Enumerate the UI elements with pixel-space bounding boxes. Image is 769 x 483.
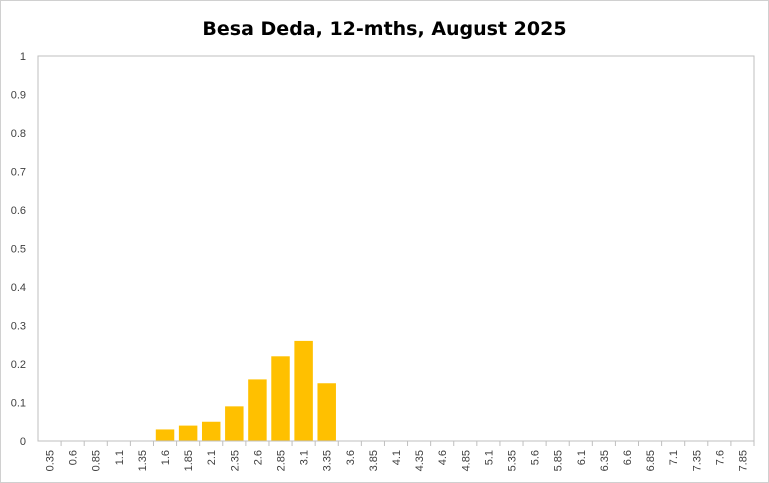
bar — [155, 429, 175, 441]
y-tick-label: 0.1 — [11, 398, 26, 410]
x-tick-label: 2.1 — [206, 450, 218, 465]
bar — [271, 356, 290, 441]
x-tick-label: 4.85 — [460, 450, 472, 471]
y-tick-label: 0.6 — [11, 205, 26, 217]
bar — [201, 421, 221, 441]
x-tick-label: 3.35 — [322, 450, 334, 471]
x-tick-label: 5.85 — [553, 450, 565, 471]
x-tick-label: 4.1 — [391, 450, 403, 465]
x-tick-label: 1.6 — [160, 450, 172, 465]
x-tick-label: 6.35 — [599, 450, 611, 471]
bar — [294, 340, 313, 441]
y-tick-label: 0.7 — [11, 167, 26, 179]
y-tick-label: 0.5 — [11, 244, 26, 256]
x-tick-label: 1.85 — [183, 450, 195, 471]
bar — [248, 379, 267, 441]
x-tick-label: 6.1 — [576, 450, 588, 465]
x-tick-label: 1.1 — [114, 450, 126, 465]
x-tick-label: 3.1 — [299, 450, 311, 465]
bar — [225, 406, 244, 441]
y-tick-label: 0.3 — [11, 321, 26, 333]
y-tick-label: 0.2 — [11, 359, 26, 371]
x-tick-label: 5.1 — [483, 450, 495, 465]
y-tick-label: 0.8 — [11, 128, 26, 140]
x-tick-label: 3.6 — [345, 450, 357, 465]
x-tick-label: 3.85 — [368, 450, 380, 471]
x-tick-label: 0.6 — [68, 450, 80, 465]
x-tick-label: 2.85 — [276, 450, 288, 471]
x-tick-label: 4.35 — [414, 450, 426, 471]
chart-title: Besa Deda, 12-mths, August 2025 — [202, 18, 567, 40]
bar — [317, 383, 336, 441]
y-tick-label: 1 — [20, 51, 26, 63]
x-tick-label: 5.6 — [530, 450, 542, 465]
x-tick-label: 0.35 — [45, 450, 57, 471]
x-tick-label: 5.35 — [506, 450, 518, 471]
y-tick-label: 0 — [20, 436, 26, 448]
x-tick-label: 6.85 — [645, 450, 657, 471]
x-tick-label: 7.85 — [737, 450, 749, 471]
x-tick-label: 1.35 — [137, 450, 149, 471]
x-tick-label: 0.85 — [91, 450, 103, 471]
x-tick-label: 6.6 — [622, 450, 634, 465]
x-tick-label: 7.35 — [691, 450, 703, 471]
x-tick-label: 7.1 — [668, 450, 680, 465]
x-tick-label: 4.6 — [437, 450, 449, 465]
y-tick-label: 0.4 — [11, 282, 26, 294]
x-tick-label: 7.6 — [714, 450, 726, 465]
bar — [178, 425, 198, 441]
plot-area-border — [37, 55, 755, 442]
y-tick-label: 0.9 — [11, 90, 26, 102]
x-tick-label: 2.6 — [252, 450, 264, 465]
x-tick-label: 2.35 — [229, 450, 241, 471]
